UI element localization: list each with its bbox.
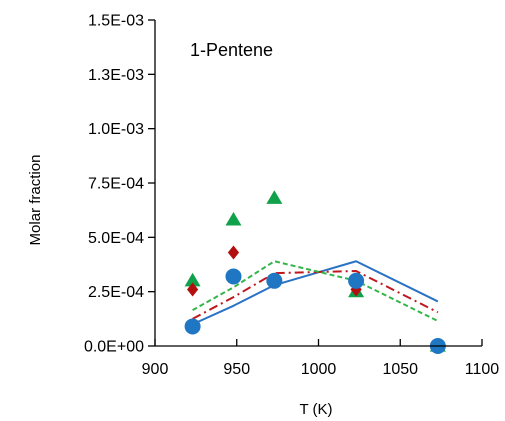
data-point-circle — [184, 318, 201, 335]
data-point-circle — [225, 268, 242, 285]
series-line-dashed — [192, 260, 439, 322]
x-tick-label: 1100 — [465, 361, 500, 378]
data-point-diamond — [227, 245, 240, 260]
data-point-triangle — [266, 190, 283, 204]
y-axis-title: Molar fraction — [27, 155, 44, 246]
y-tick-label: 7.5E-04 — [88, 176, 144, 193]
data-point-circle — [348, 272, 365, 289]
x-axis-title: T (K) — [299, 401, 332, 418]
series-line-dashed — [192, 260, 439, 322]
y-tick-label: 1.3E-03 — [88, 67, 144, 84]
x-tick-label: 1050 — [382, 361, 418, 378]
x-tick-label: 900 — [142, 361, 169, 378]
x-tick-label: 1000 — [301, 361, 337, 378]
y-tick-label: 1.5E-03 — [88, 13, 144, 30]
data-point-diamond — [187, 282, 199, 297]
chart-annotation: 1-Pentene — [190, 40, 273, 60]
x-tick-label: 950 — [223, 361, 250, 378]
data-point-triangle — [225, 211, 242, 226]
y-tick-label: 1.0E-03 — [88, 121, 144, 138]
y-tick-label: 2.5E-04 — [88, 284, 144, 301]
axes-layer: 0.0E+00 2.5E-04 5.0E-04 7.5E-04 1.0E-03 1.3E-… — [84, 13, 499, 379]
data-point-circle — [266, 272, 283, 289]
series-marker-circle — [184, 268, 446, 354]
y-tick-label: 0.0E+00 — [84, 339, 144, 356]
y-tick-label: 5.0E-04 — [88, 230, 144, 247]
data-point-triangle — [184, 272, 201, 287]
series-layer — [184, 190, 446, 354]
